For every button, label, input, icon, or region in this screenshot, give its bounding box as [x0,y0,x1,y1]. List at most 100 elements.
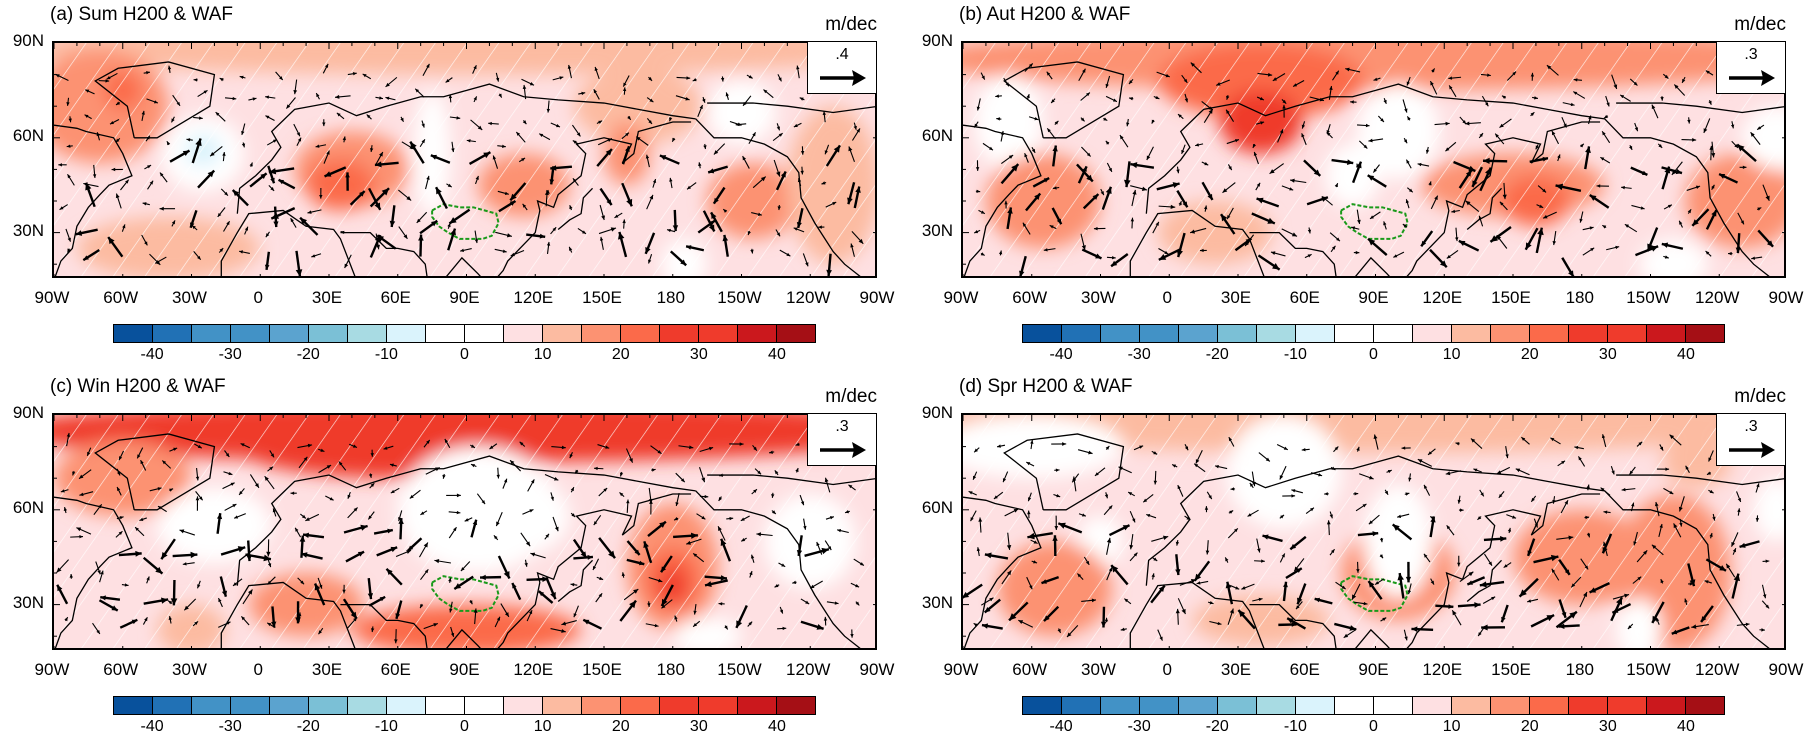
x-tick-label: 0 [1163,288,1172,308]
y-tick-label: 60N [0,498,44,518]
colorbar-box [1296,697,1335,714]
x-tick-label: 90W [35,288,70,308]
colorbar-box [1257,697,1296,714]
x-tick-label: 150W [717,660,761,680]
colorbar-box [1179,325,1218,342]
colorbar-label: -40 [140,718,163,736]
colorbar-box [1335,325,1374,342]
colorbar [113,324,816,343]
colorbar-box [426,325,465,342]
x-tick-label: 120E [1422,660,1462,680]
x-tick-label: 120E [513,660,553,680]
colorbar-box [1686,697,1724,714]
colorbar-box [270,697,309,714]
x-tick-label: 90E [1358,288,1388,308]
colorbar-box [231,325,270,342]
colorbar-label: 40 [1677,346,1695,364]
colorbar-label: 0 [460,718,469,736]
colorbar-label: -20 [297,718,320,736]
unit-label: m/dec [1734,14,1786,36]
x-tick-label: 30W [172,288,207,308]
colorbar-box [738,697,777,714]
panel-title: (d) Spr H200 & WAF [959,376,1133,398]
colorbar [1022,696,1725,715]
colorbar-box [699,325,738,342]
colorbar-label: 10 [1443,346,1461,364]
y-tick-label: 60N [909,498,953,518]
colorbar-box [1569,325,1608,342]
colorbar-box [1530,697,1569,714]
colorbar-box [1179,697,1218,714]
x-tick-label: 120W [1695,288,1739,308]
x-tick-label: 150W [1626,288,1670,308]
colorbar-label: -40 [1049,346,1072,364]
colorbar-box [309,697,348,714]
colorbar-label: 0 [1369,718,1378,736]
x-tick-label: 180 [657,660,685,680]
x-tick-label: 90W [944,288,979,308]
colorbar-box [1647,697,1686,714]
colorbar-label: 30 [690,718,708,736]
x-tick-label: 90W [944,660,979,680]
x-tick-label: 0 [254,660,263,680]
x-tick-label: 150W [717,288,761,308]
colorbar-box [777,697,815,714]
reference-arrow-icon [1727,68,1777,88]
x-tick-label: 30E [312,660,342,680]
colorbar-box [1062,697,1101,714]
colorbar-box [1530,325,1569,342]
map-plot [52,41,877,278]
unit-label: m/dec [1734,386,1786,408]
colorbar-label: 20 [612,346,630,364]
colorbar-box [1140,325,1179,342]
x-tick-label: 180 [1566,660,1594,680]
colorbar-box [1218,325,1257,342]
x-tick-label: 30E [312,288,342,308]
y-tick-label: 90N [0,403,44,423]
colorbar-label: 10 [534,346,552,364]
x-tick-label: 60W [103,660,138,680]
colorbar-label: 30 [1599,346,1617,364]
colorbar-label: 40 [768,346,786,364]
colorbar-box [1023,325,1062,342]
y-tick-label: 30N [0,593,44,613]
colorbar-box [1140,697,1179,714]
colorbar-box [387,325,426,342]
x-tick-label: 90E [1358,660,1388,680]
reference-arrow-icon [1727,440,1777,460]
x-tick-label: 180 [1566,288,1594,308]
colorbar-box [153,325,192,342]
x-tick-label: 60E [381,288,411,308]
reference-vector-box: .4 [807,41,877,94]
colorbar-box [1257,325,1296,342]
colorbar-box [504,325,543,342]
colorbar-box [1452,325,1491,342]
significance-hatching [963,43,1786,278]
colorbar-box [192,697,231,714]
x-tick-label: 60E [1290,660,1320,680]
reference-arrow-icon [818,68,868,88]
colorbar-box [1101,325,1140,342]
x-tick-label: 90W [860,288,895,308]
colorbar-box [1062,325,1101,342]
colorbar-box [1296,325,1335,342]
x-tick-label: 30W [172,660,207,680]
colorbar-box [1101,697,1140,714]
x-tick-label: 0 [254,288,263,308]
colorbar-box [738,325,777,342]
y-tick-label: 90N [909,31,953,51]
colorbar-label: 30 [1599,718,1617,736]
unit-label: m/dec [825,386,877,408]
x-tick-label: 30W [1081,660,1116,680]
map-plot [52,413,877,650]
x-tick-label: 90E [449,660,479,680]
x-tick-label: 120W [1695,660,1739,680]
y-tick-label: 60N [909,126,953,146]
colorbar-box [1374,325,1413,342]
colorbar-label: -10 [375,346,398,364]
x-tick-label: 120W [786,288,830,308]
x-tick-label: 90E [449,288,479,308]
x-tick-label: 180 [657,288,685,308]
